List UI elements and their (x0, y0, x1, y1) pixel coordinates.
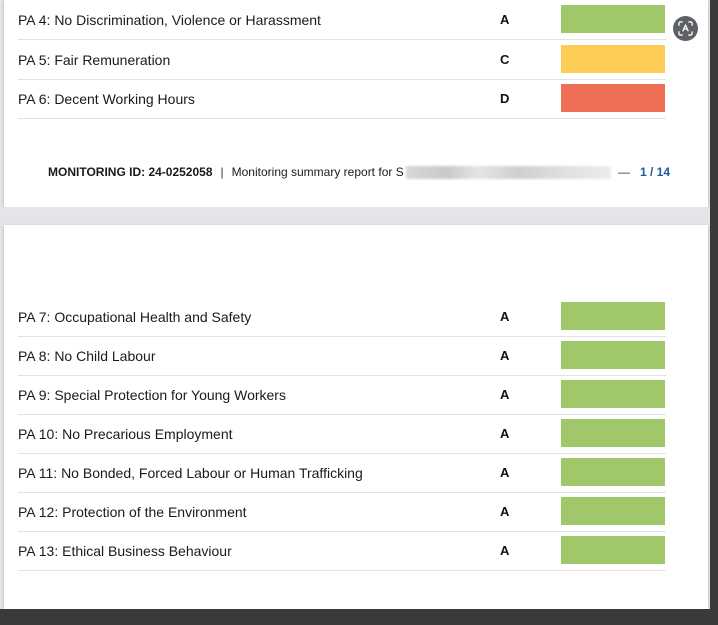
rating-color-bar (561, 45, 665, 73)
footer-dash: — (618, 165, 630, 179)
rating-row-label: PA 13: Ethical Business Behaviour (18, 543, 232, 559)
monitoring-id: MONITORING ID: 24-0252058 (48, 165, 213, 179)
rating-grade: A (500, 504, 510, 519)
rating-grade: C (500, 52, 510, 67)
rating-row: PA 12: Protection of the Environment A (18, 492, 666, 532)
summary-report-text: Monitoring summary report for S (231, 165, 404, 179)
rating-row: PA 10: No Precarious Employment A (18, 414, 666, 454)
rating-row: PA 8: No Child Labour A (18, 336, 666, 376)
rating-row-label: PA 5: Fair Remuneration (18, 52, 171, 68)
rating-color-bar (561, 458, 665, 486)
viewer-right-edge (710, 0, 718, 625)
scan-text-icon (678, 21, 693, 36)
rating-row: PA 6: Decent Working Hours D (18, 79, 666, 119)
rating-row: PA 7: Occupational Health and Safety A (18, 297, 666, 337)
rating-grade: A (500, 426, 510, 441)
rating-color-bar (561, 380, 665, 408)
rating-row-label: PA 11: No Bonded, Forced Labour or Human… (18, 465, 363, 481)
rating-color-bar (561, 497, 665, 525)
scan-text-button[interactable] (673, 16, 698, 41)
rating-grade: A (500, 387, 510, 402)
page-footer: MONITORING ID: 24-0252058 | Monitoring sum… (48, 165, 671, 181)
rating-color-bar (561, 536, 665, 564)
rating-grade: A (500, 12, 510, 27)
rating-row-label: PA 9: Special Protection for Young Worke… (18, 387, 286, 403)
rating-grade: A (500, 348, 510, 363)
rating-color-bar (561, 341, 665, 369)
rating-row: PA 4: No Discrimination, Violence or Har… (18, 0, 666, 40)
rating-color-bar (561, 302, 665, 330)
page-gap (0, 207, 718, 225)
rating-row: PA 11: No Bonded, Forced Labour or Human… (18, 453, 666, 493)
rating-row-label: PA 6: Decent Working Hours (18, 91, 195, 107)
footer-separator: | (220, 165, 224, 179)
rating-row-label: PA 12: Protection of the Environment (18, 504, 247, 520)
rating-row: PA 5: Fair Remuneration C (18, 40, 666, 80)
rating-row: PA 9: Special Protection for Young Worke… (18, 375, 666, 415)
rating-row-label: PA 8: No Child Labour (18, 348, 156, 364)
rating-grade: A (500, 465, 510, 480)
document-page-1: PA 4: No Discrimination, Violence or Har… (4, 0, 708, 207)
page-indicator: 1 / 14 (640, 165, 671, 179)
rating-row-label: PA 4: No Discrimination, Violence or Har… (18, 12, 321, 28)
viewer-bottom-edge (0, 609, 718, 625)
rating-grade: A (500, 309, 510, 324)
rating-color-bar (561, 5, 665, 33)
rating-row-label: PA 7: Occupational Health and Safety (18, 309, 252, 325)
rating-grade: A (500, 543, 510, 558)
rating-row-label: PA 10: No Precarious Employment (18, 426, 233, 442)
rating-color-bar (561, 84, 665, 112)
rating-grade: D (500, 91, 510, 106)
redacted-text-blur (406, 166, 611, 179)
rating-row: PA 13: Ethical Business Behaviour A (18, 531, 666, 571)
rating-color-bar (561, 419, 665, 447)
document-page-2: PA 7: Occupational Health and Safety A P… (4, 225, 708, 609)
